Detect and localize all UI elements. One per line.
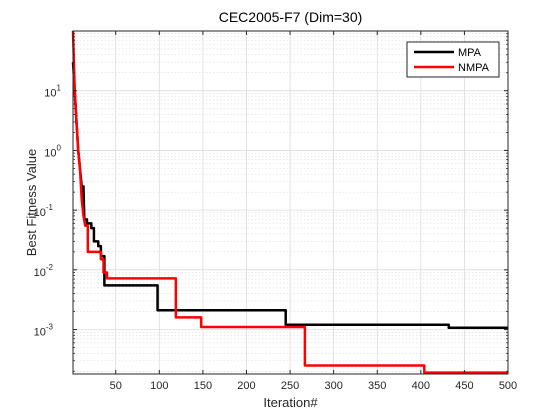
- chart-title: CEC2005-F7 (Dim=30): [219, 9, 363, 25]
- x-tick-label: 400: [412, 380, 430, 392]
- series-layer: [71, 30, 508, 374]
- x-tick-label: 300: [324, 380, 342, 392]
- x-tick-label: 250: [281, 380, 299, 392]
- x-tick-label: 200: [237, 380, 255, 392]
- x-tick-label: 50: [110, 380, 122, 392]
- y-tick-exponent: 0: [57, 143, 62, 152]
- x-tick-label: 100: [150, 380, 168, 392]
- legend-label-mpa: MPA: [458, 47, 482, 59]
- x-tick-label: 500: [499, 380, 517, 392]
- y-tick-exponent: -2: [46, 263, 54, 272]
- x-tick-label: 450: [455, 380, 473, 392]
- ticks-layer: [73, 31, 509, 374]
- x-tick-label: 150: [194, 380, 212, 392]
- y-tick-exponent: 1: [57, 84, 62, 93]
- series-line-nmpa: [71, 30, 508, 374]
- legend-label-nmpa: NMPA: [458, 62, 490, 74]
- plot-area: [73, 31, 508, 374]
- x-tick-label: 350: [368, 380, 386, 392]
- y-axis-title: Best Fitness Value: [24, 149, 39, 256]
- legend: MPA NMPA: [406, 41, 500, 78]
- y-tick-exponent: -3: [46, 323, 54, 332]
- legend-box: [406, 41, 500, 78]
- y-tick-exponent: -1: [46, 203, 54, 212]
- x-axis-title: Iteration#: [263, 395, 318, 410]
- minor-grid: [73, 33, 508, 372]
